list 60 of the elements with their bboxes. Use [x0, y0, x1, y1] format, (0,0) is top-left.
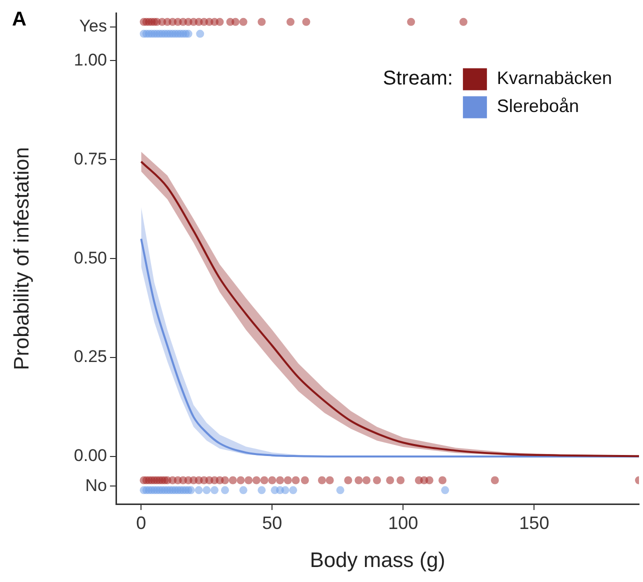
point — [407, 18, 416, 26]
point — [268, 476, 276, 484]
point — [202, 486, 211, 494]
point — [372, 476, 381, 484]
point — [300, 476, 309, 484]
y-tick-label: 1.00 — [74, 50, 107, 70]
point — [344, 476, 352, 484]
point — [459, 18, 468, 26]
point — [231, 18, 240, 26]
y-tick-label: 0.25 — [74, 347, 107, 366]
y-tick-label: 0.00 — [74, 446, 107, 466]
point — [258, 18, 266, 26]
point — [276, 476, 284, 484]
point — [239, 486, 248, 494]
point — [354, 476, 363, 484]
legend-label: Kvarnabäcken — [496, 68, 612, 88]
point — [336, 486, 344, 494]
point — [260, 476, 268, 484]
point — [221, 476, 229, 484]
y-axis-title: Probability of infestation — [10, 147, 34, 370]
point — [216, 18, 224, 26]
point — [186, 486, 195, 494]
point — [210, 486, 219, 494]
x-tick-label: 150 — [519, 512, 550, 533]
x-tick-label: 50 — [262, 512, 282, 533]
legend-label: Slereboån — [496, 96, 580, 116]
x-tick-label: 100 — [388, 512, 418, 533]
point — [244, 476, 253, 484]
x-tick-label: 0 — [136, 512, 146, 533]
point — [284, 476, 292, 484]
point — [194, 486, 203, 494]
point — [386, 476, 394, 484]
point — [441, 486, 450, 494]
point — [362, 476, 370, 484]
point — [286, 18, 295, 26]
point — [239, 18, 248, 26]
point — [425, 476, 434, 484]
y-tick-label: No — [85, 476, 107, 495]
y-tick-label: 0.50 — [74, 248, 107, 268]
point — [396, 476, 405, 484]
point — [196, 30, 204, 38]
y-tick-label: Yes — [79, 16, 107, 36]
point — [184, 30, 192, 38]
point — [228, 476, 237, 484]
point — [438, 476, 446, 484]
point — [292, 476, 300, 484]
point — [289, 486, 298, 494]
point — [221, 486, 229, 494]
point — [318, 476, 326, 484]
point — [490, 476, 499, 484]
point — [252, 476, 260, 484]
point — [302, 18, 310, 26]
legend-title: Stream: — [382, 68, 453, 90]
y-tick-label: 0.75 — [74, 149, 107, 168]
x-axis-title: Body mass (g) — [310, 549, 446, 572]
text: A — [12, 8, 26, 31]
point — [326, 476, 334, 484]
point — [258, 486, 266, 494]
point — [236, 476, 245, 484]
point — [281, 486, 290, 494]
